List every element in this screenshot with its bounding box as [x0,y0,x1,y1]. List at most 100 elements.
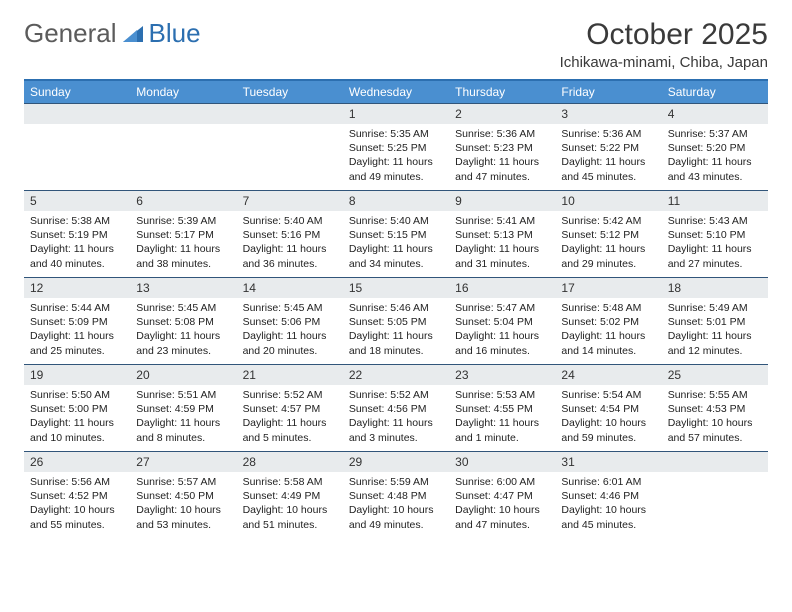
day-line: Sunset: 4:48 PM [349,489,443,503]
day-line: Daylight: 11 hours and 34 minutes. [349,242,443,270]
day-number: 14 [237,278,343,298]
day-line: Sunset: 5:22 PM [561,141,655,155]
day-cell: 15Sunrise: 5:46 AMSunset: 5:05 PMDayligh… [343,278,449,364]
day-number [24,104,130,124]
day-body: Sunrise: 5:42 AMSunset: 5:12 PMDaylight:… [555,211,661,277]
weekday-header: Thursday [449,81,555,103]
day-line: Daylight: 11 hours and 47 minutes. [455,155,549,183]
day-line: Sunrise: 5:45 AM [243,301,337,315]
day-line: Sunset: 4:50 PM [136,489,230,503]
day-line: Sunset: 5:20 PM [668,141,762,155]
day-line: Sunset: 4:54 PM [561,402,655,416]
day-body: Sunrise: 5:58 AMSunset: 4:49 PMDaylight:… [237,472,343,538]
day-body: Sunrise: 5:46 AMSunset: 5:05 PMDaylight:… [343,298,449,364]
day-body: Sunrise: 5:57 AMSunset: 4:50 PMDaylight:… [130,472,236,538]
day-body: Sunrise: 6:01 AMSunset: 4:46 PMDaylight:… [555,472,661,538]
day-body: Sunrise: 5:59 AMSunset: 4:48 PMDaylight:… [343,472,449,538]
day-number: 12 [24,278,130,298]
day-line: Sunrise: 5:40 AM [349,214,443,228]
day-line: Sunrise: 5:54 AM [561,388,655,402]
day-line: Sunset: 5:00 PM [30,402,124,416]
day-body: Sunrise: 5:48 AMSunset: 5:02 PMDaylight:… [555,298,661,364]
calendar: Sunday Monday Tuesday Wednesday Thursday… [24,79,768,538]
day-line: Sunset: 5:04 PM [455,315,549,329]
day-cell: 3Sunrise: 5:36 AMSunset: 5:22 PMDaylight… [555,104,661,190]
day-line: Sunrise: 5:53 AM [455,388,549,402]
day-line: Sunset: 5:02 PM [561,315,655,329]
day-line: Sunrise: 5:38 AM [30,214,124,228]
day-body: Sunrise: 5:51 AMSunset: 4:59 PMDaylight:… [130,385,236,451]
day-body [662,472,768,481]
title-block: October 2025 Ichikawa-minami, Chiba, Jap… [560,18,768,71]
day-cell [130,104,236,190]
day-cell: 28Sunrise: 5:58 AMSunset: 4:49 PMDayligh… [237,452,343,538]
day-number: 23 [449,365,555,385]
day-cell: 27Sunrise: 5:57 AMSunset: 4:50 PMDayligh… [130,452,236,538]
day-body: Sunrise: 5:39 AMSunset: 5:17 PMDaylight:… [130,211,236,277]
day-body: Sunrise: 5:50 AMSunset: 5:00 PMDaylight:… [24,385,130,451]
page-subtitle: Ichikawa-minami, Chiba, Japan [560,54,768,71]
weekday-header: Saturday [662,81,768,103]
day-cell [24,104,130,190]
day-line: Sunset: 5:25 PM [349,141,443,155]
day-cell: 11Sunrise: 5:43 AMSunset: 5:10 PMDayligh… [662,191,768,277]
day-line: Sunset: 5:13 PM [455,228,549,242]
day-cell: 4Sunrise: 5:37 AMSunset: 5:20 PMDaylight… [662,104,768,190]
day-body: Sunrise: 5:56 AMSunset: 4:52 PMDaylight:… [24,472,130,538]
day-cell: 31Sunrise: 6:01 AMSunset: 4:46 PMDayligh… [555,452,661,538]
day-body: Sunrise: 5:52 AMSunset: 4:56 PMDaylight:… [343,385,449,451]
day-number: 2 [449,104,555,124]
day-number: 1 [343,104,449,124]
day-cell [237,104,343,190]
day-line: Daylight: 11 hours and 20 minutes. [243,329,337,357]
day-cell: 24Sunrise: 5:54 AMSunset: 4:54 PMDayligh… [555,365,661,451]
weekday-header: Tuesday [237,81,343,103]
day-line: Sunrise: 5:46 AM [349,301,443,315]
day-body: Sunrise: 5:52 AMSunset: 4:57 PMDaylight:… [237,385,343,451]
day-line: Sunrise: 5:52 AM [349,388,443,402]
day-line: Sunrise: 5:39 AM [136,214,230,228]
day-cell: 25Sunrise: 5:55 AMSunset: 4:53 PMDayligh… [662,365,768,451]
day-line: Sunset: 5:01 PM [668,315,762,329]
day-line: Daylight: 11 hours and 16 minutes. [455,329,549,357]
day-line: Sunrise: 6:01 AM [561,475,655,489]
day-line: Daylight: 11 hours and 49 minutes. [349,155,443,183]
weekday-header: Wednesday [343,81,449,103]
day-number: 16 [449,278,555,298]
day-line: Sunrise: 5:37 AM [668,127,762,141]
day-line: Sunrise: 5:52 AM [243,388,337,402]
day-number: 4 [662,104,768,124]
day-number [130,104,236,124]
week-row: 12Sunrise: 5:44 AMSunset: 5:09 PMDayligh… [24,277,768,364]
day-line: Daylight: 11 hours and 3 minutes. [349,416,443,444]
day-cell: 26Sunrise: 5:56 AMSunset: 4:52 PMDayligh… [24,452,130,538]
day-body: Sunrise: 5:49 AMSunset: 5:01 PMDaylight:… [662,298,768,364]
day-line: Daylight: 11 hours and 5 minutes. [243,416,337,444]
day-line: Daylight: 10 hours and 59 minutes. [561,416,655,444]
day-line: Sunrise: 5:43 AM [668,214,762,228]
day-number: 17 [555,278,661,298]
day-line: Sunset: 5:23 PM [455,141,549,155]
day-number: 18 [662,278,768,298]
day-line: Sunrise: 5:45 AM [136,301,230,315]
day-line: Daylight: 11 hours and 45 minutes. [561,155,655,183]
day-line: Sunrise: 5:49 AM [668,301,762,315]
day-body: Sunrise: 5:45 AMSunset: 5:06 PMDaylight:… [237,298,343,364]
day-line: Daylight: 10 hours and 45 minutes. [561,503,655,531]
day-line: Sunset: 4:56 PM [349,402,443,416]
day-body: Sunrise: 5:41 AMSunset: 5:13 PMDaylight:… [449,211,555,277]
day-number: 15 [343,278,449,298]
day-cell: 23Sunrise: 5:53 AMSunset: 4:55 PMDayligh… [449,365,555,451]
day-number: 8 [343,191,449,211]
day-line: Daylight: 11 hours and 36 minutes. [243,242,337,270]
day-cell: 29Sunrise: 5:59 AMSunset: 4:48 PMDayligh… [343,452,449,538]
day-body: Sunrise: 5:43 AMSunset: 5:10 PMDaylight:… [662,211,768,277]
day-body: Sunrise: 5:45 AMSunset: 5:08 PMDaylight:… [130,298,236,364]
logo-word2: Blue [149,22,201,45]
day-cell: 30Sunrise: 6:00 AMSunset: 4:47 PMDayligh… [449,452,555,538]
day-line: Daylight: 11 hours and 1 minute. [455,416,549,444]
day-body: Sunrise: 5:47 AMSunset: 5:04 PMDaylight:… [449,298,555,364]
day-line: Sunset: 5:10 PM [668,228,762,242]
day-line: Sunrise: 5:51 AM [136,388,230,402]
day-line: Sunrise: 5:58 AM [243,475,337,489]
